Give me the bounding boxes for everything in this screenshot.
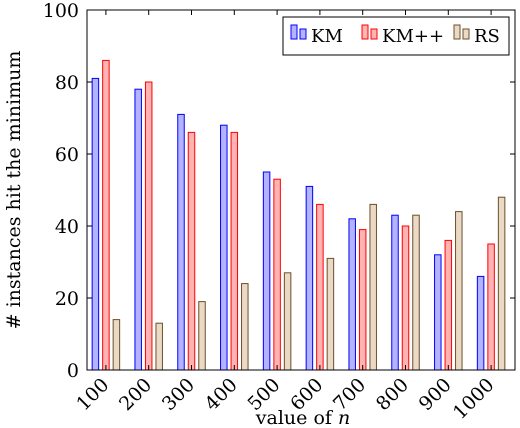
bar-rs-900 (455, 211, 463, 371)
legend-label: KM (311, 26, 343, 47)
bar-km-100 (91, 77, 100, 371)
y-tick-label: 0 (67, 360, 79, 382)
bar-kmpp-600 (316, 203, 324, 371)
bar-kmpp-300 (187, 131, 196, 371)
bar-km-1000 (476, 275, 485, 371)
x-tick-label: 800 (372, 374, 413, 415)
legend-swatch (290, 24, 298, 40)
y-tick-label: 60 (55, 144, 79, 166)
legend-label: RS (474, 26, 500, 47)
x-tick-label: 400 (201, 374, 242, 415)
y-axis-title: # instances hit the minimum (3, 51, 25, 330)
bar-km-700 (348, 218, 356, 371)
bars-layer (91, 59, 506, 371)
bar-kmpp-1000 (487, 243, 495, 371)
y-tick-label: 40 (55, 216, 79, 238)
x-axis-title-text: value of (255, 407, 338, 428)
bar-km-400 (220, 124, 228, 371)
bar-km-500 (262, 171, 271, 371)
x-tick-label: 1000 (449, 374, 499, 424)
y-tick-label: 20 (55, 288, 79, 310)
bar-rs-400 (241, 283, 249, 371)
legend: KM KM++ RS (282, 16, 510, 56)
bar-rs-300 (198, 301, 206, 371)
bar-rs-100 (112, 319, 121, 371)
bar-kmpp-400 (230, 131, 239, 371)
bar-rs-200 (155, 322, 163, 371)
bar-kmpp-700 (358, 229, 367, 371)
bar-rs-800 (412, 214, 420, 371)
bar-km-800 (391, 214, 399, 371)
bar-rs-600 (326, 257, 335, 371)
bar-kmpp-100 (102, 59, 110, 371)
bar-kmpp-800 (401, 225, 410, 371)
x-tick-label: 300 (158, 374, 199, 415)
bar-km-600 (305, 185, 314, 371)
y-tick-label: 80 (55, 72, 79, 94)
legend-label: KM++ (382, 26, 444, 47)
legend-swatch (361, 24, 369, 40)
legend-swatch (370, 28, 378, 40)
legend-box (282, 16, 510, 56)
legend-swatch (453, 24, 461, 40)
x-tick-label: 200 (115, 374, 156, 415)
bar-km-200 (134, 88, 142, 371)
bar-kmpp-900 (444, 239, 453, 371)
legend-swatch (299, 28, 307, 40)
bar-km-900 (434, 254, 442, 371)
bar-rs-1000 (497, 196, 506, 371)
y-axis: 0 20 40 60 80 100 (43, 0, 515, 382)
bar-rs-700 (369, 203, 377, 371)
x-axis-title-variable: n (338, 407, 350, 428)
plot-frame (86, 9, 516, 371)
legend-swatch (462, 28, 470, 40)
bar-km-300 (177, 113, 185, 371)
bar-rs-500 (283, 272, 292, 371)
bar-kmpp-500 (273, 178, 281, 371)
x-axis-title: value of n (255, 407, 350, 428)
bar-kmpp-200 (144, 81, 153, 371)
y-tick-label: 100 (43, 0, 79, 22)
